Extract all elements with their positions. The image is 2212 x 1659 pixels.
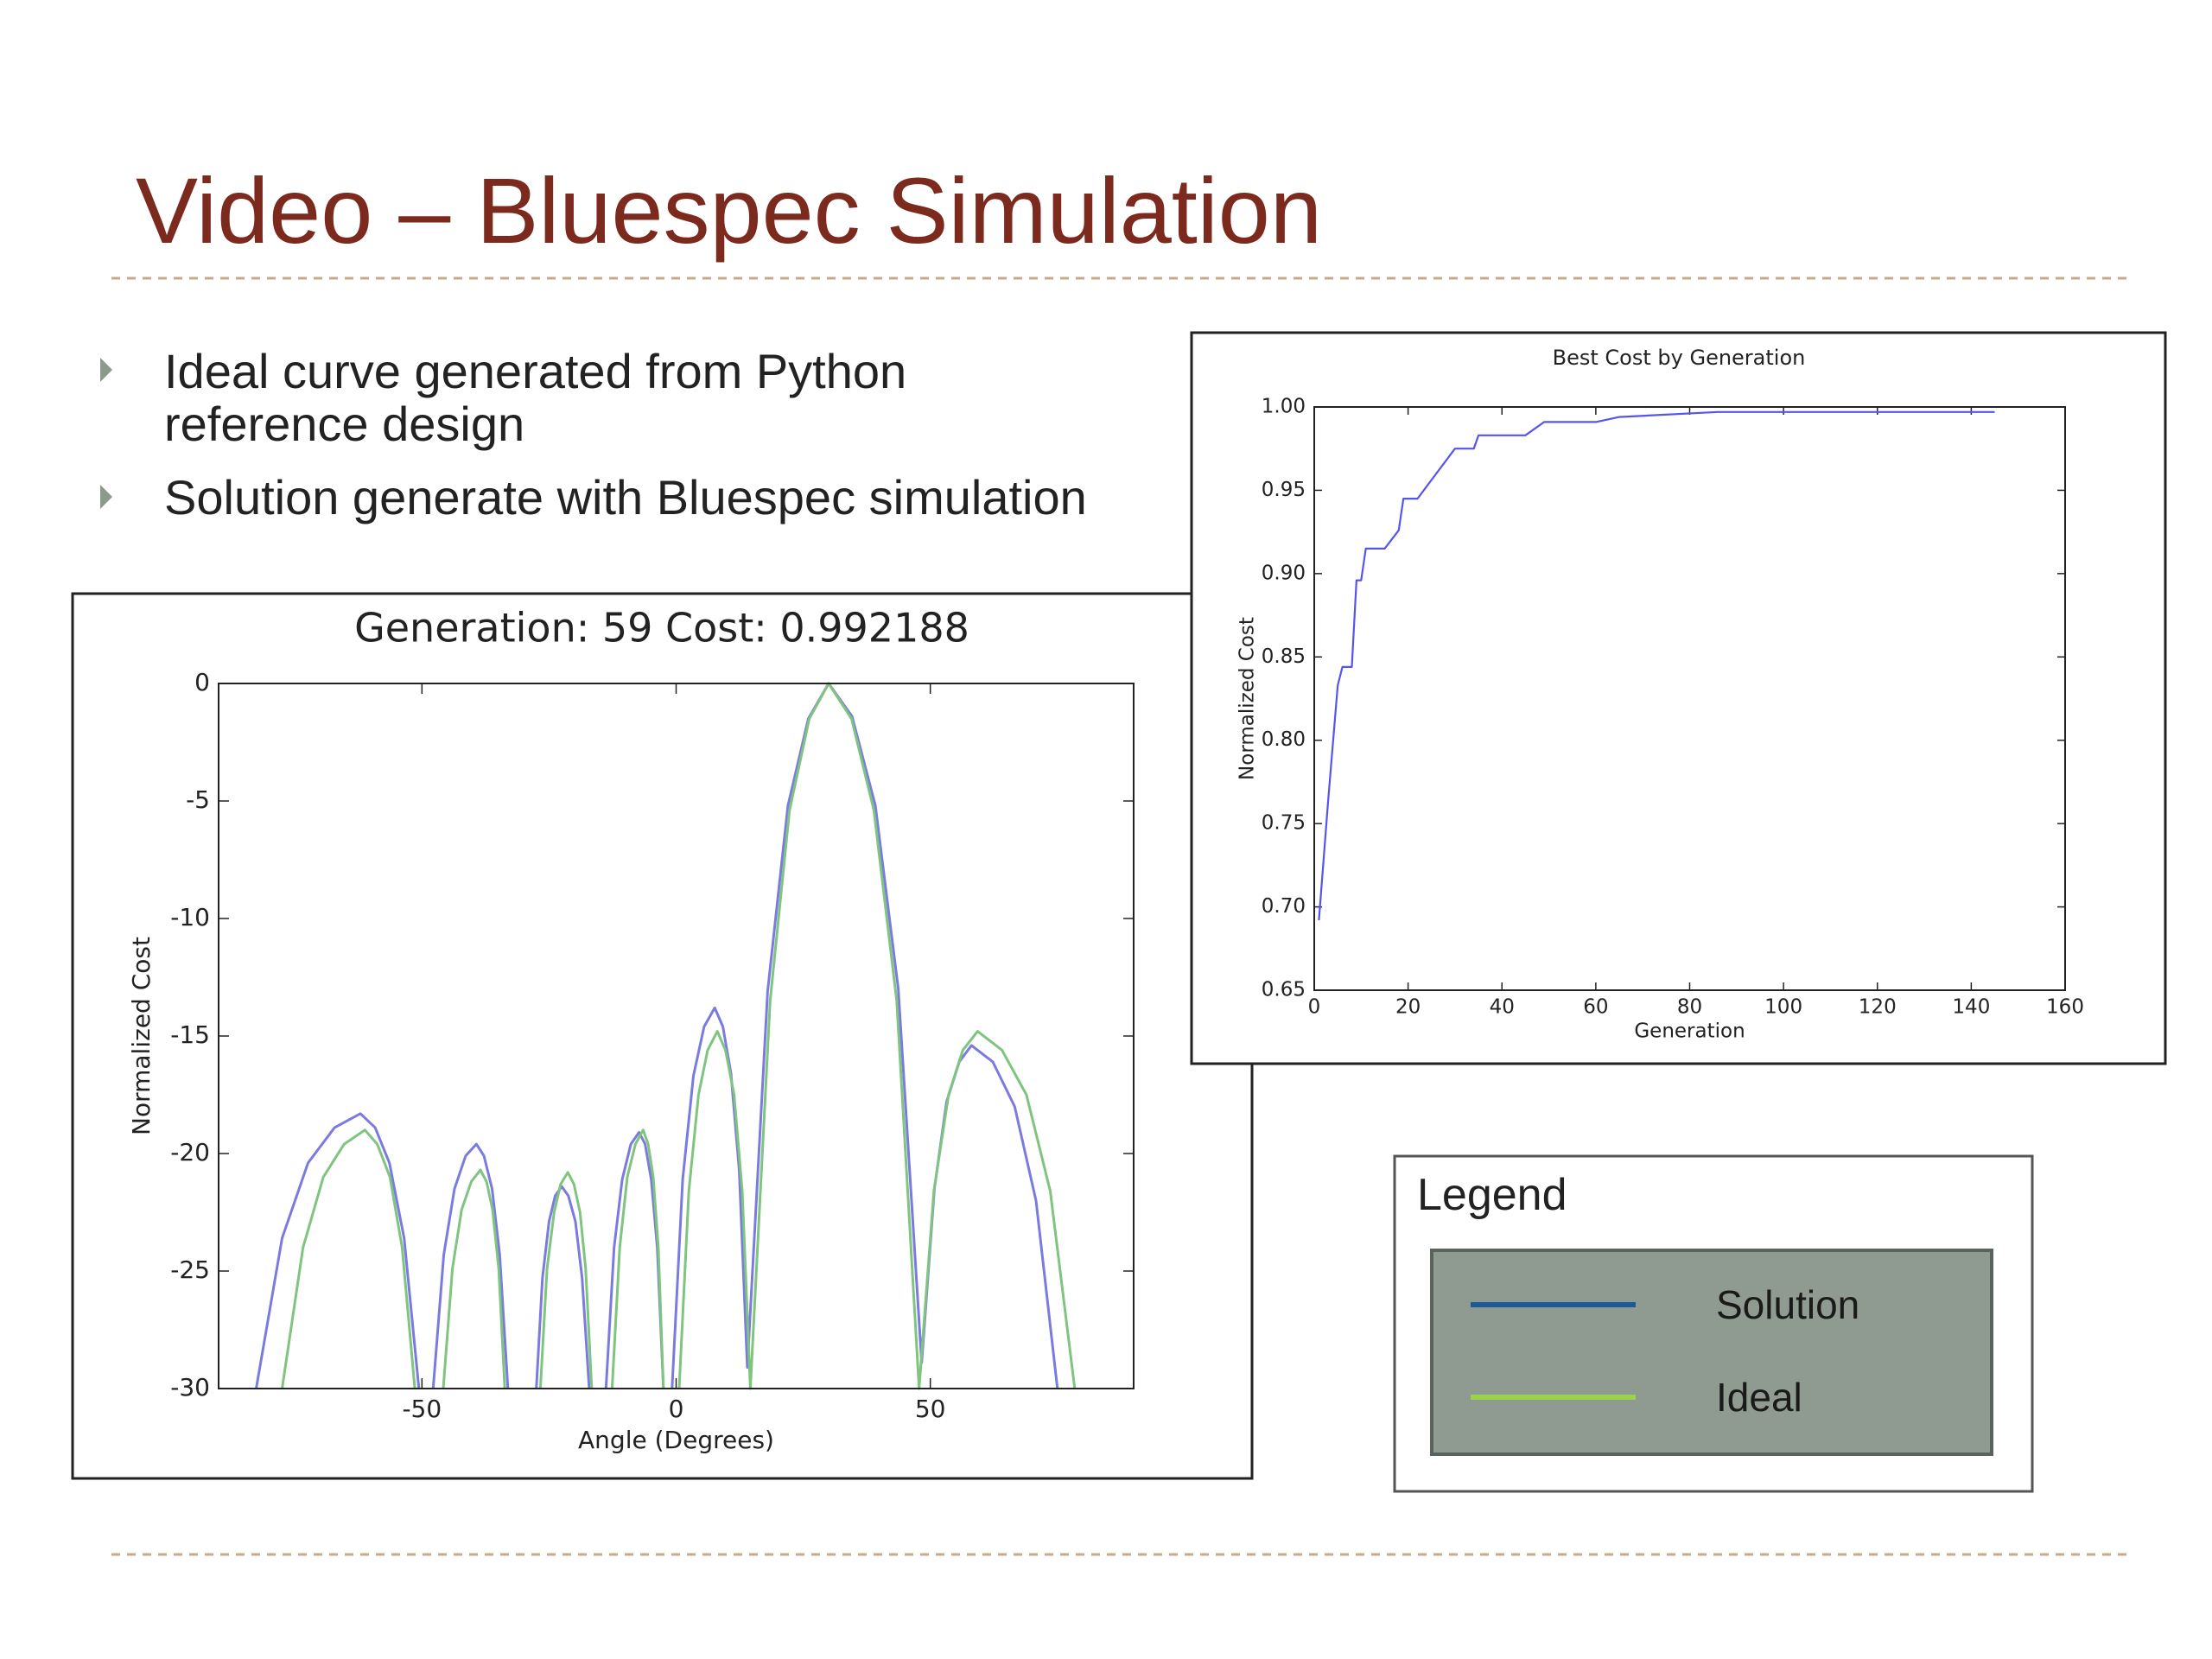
x-tick-label: 100 (1764, 996, 1802, 1019)
bullet-marker (100, 485, 112, 509)
x-tick-label: 60 (1583, 996, 1608, 1019)
y-tick-label: 0.85 (1262, 645, 1306, 668)
y-tick-label: -30 (170, 1373, 210, 1402)
y-tick-label: 0.75 (1262, 812, 1306, 835)
bullet-text: Ideal curve generated from Python (164, 344, 906, 398)
y-tick-label: -15 (170, 1020, 210, 1049)
x-tick-label: -50 (402, 1395, 442, 1423)
y-tick-label: 0 (194, 668, 210, 696)
y-tick-label: 0.95 (1262, 479, 1306, 501)
y-axis-label: Normalized Cost (1236, 617, 1259, 780)
bullet-marker (100, 358, 112, 382)
y-tick-label: 0.90 (1262, 562, 1306, 584)
x-axis-label: Generation (1634, 1020, 1745, 1043)
y-tick-label: 1.00 (1262, 396, 1306, 418)
legend-body (1430, 1249, 1993, 1456)
x-tick-label: 50 (915, 1395, 946, 1423)
y-tick-label: 0.80 (1262, 728, 1306, 751)
x-tick-label: 40 (1490, 996, 1515, 1019)
y-axis-label: Normalized Cost (127, 937, 156, 1135)
x-tick-label: 0 (1308, 996, 1321, 1019)
plot-border (1313, 406, 2066, 991)
plot-area (219, 683, 1134, 1389)
y-tick-label: 0.65 (1262, 979, 1306, 1001)
plot-border (218, 683, 1135, 1389)
legend-title: Legend (1417, 1170, 1567, 1220)
x-tick-label: 160 (2046, 996, 2084, 1019)
legend-label: Ideal (1716, 1375, 1802, 1420)
y-tick-label: -5 (186, 785, 210, 814)
x-tick-label: 20 (1395, 996, 1421, 1019)
slide-title: Video – Bluespec Simulation (136, 158, 1322, 263)
x-axis-label: Angle (Degrees) (578, 1426, 774, 1454)
plot-area (1314, 407, 2065, 990)
series-line (281, 682, 1077, 1390)
legend: Legend Solution Ideal (1393, 1154, 2034, 1493)
chart-panel: Generation: 59 Cost: 0.992188 Angle (Degr… (71, 592, 1254, 1480)
chart-title: Best Cost by Generation (1553, 346, 1806, 370)
x-tick-label: 120 (1859, 996, 1897, 1019)
y-tick-label: -25 (170, 1255, 210, 1284)
chart-title: Generation: 59 Cost: 0.992188 (354, 605, 969, 652)
series-line (1318, 410, 1995, 921)
y-tick-label: -10 (170, 903, 210, 931)
y-tick-label: 0.70 (1262, 895, 1306, 918)
bullet-text: reference design (164, 397, 524, 451)
chart-panel: Best Cost by Generation Generation Normali… (1190, 331, 2167, 1065)
legend-label: Solution (1716, 1282, 1859, 1327)
bullet-text: Solution generate with Bluespec simulati… (164, 470, 1087, 524)
x-tick-label: 80 (1677, 996, 1702, 1019)
x-tick-label: 0 (669, 1395, 684, 1423)
x-tick-label: 140 (1952, 996, 1990, 1019)
y-tick-label: -20 (170, 1138, 210, 1166)
series-line (255, 682, 1059, 1389)
